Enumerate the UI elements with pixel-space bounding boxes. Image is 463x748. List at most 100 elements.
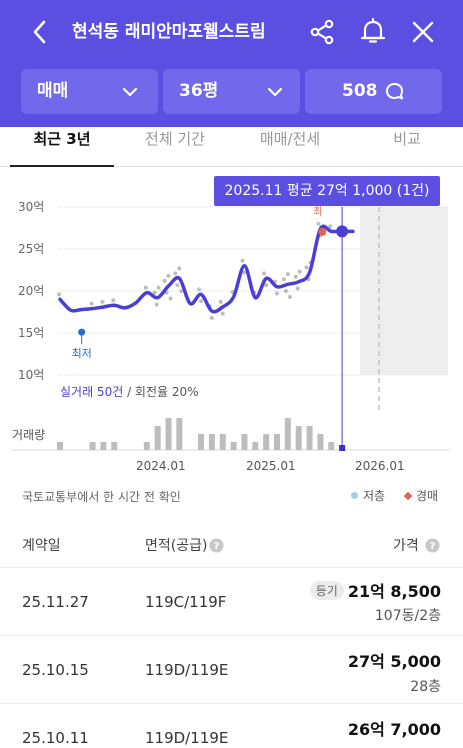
trade-dot [262, 271, 267, 276]
contract-date: 25.10.11 [22, 729, 89, 747]
volume-bar [57, 442, 63, 450]
volume-bar [143, 442, 150, 450]
trade-dot [166, 273, 171, 278]
area: 119D/119E [145, 729, 229, 747]
volume-bar [111, 442, 118, 450]
cursor-marker [339, 445, 346, 451]
max-label: 최 [313, 206, 322, 218]
help-icon[interactable]: ? [209, 538, 224, 553]
trade-dot [287, 294, 292, 299]
col-header-price: 가격? [393, 537, 440, 555]
volume-bar [176, 418, 183, 450]
volume-bar [284, 418, 291, 450]
trade-dot [199, 299, 204, 304]
low-floor-trade-dot [316, 221, 321, 226]
volume-bar [219, 434, 226, 450]
trade-dot [328, 224, 333, 229]
table-row[interactable]: 25.10.15 119D/119E 27억 5,000 28층 [0, 635, 463, 703]
bell-icon[interactable] [358, 16, 388, 46]
close-icon[interactable] [410, 18, 436, 46]
price-trend-line [58, 224, 355, 314]
volume-bar [306, 426, 313, 450]
registered-badge: 등기 [309, 581, 344, 600]
volume-bar [241, 434, 248, 450]
forecast-region [360, 207, 448, 375]
chat-bubble-icon [386, 83, 403, 100]
volume-bar [295, 426, 302, 450]
area: 119C/119F [145, 593, 227, 611]
area: 119D/119E [145, 661, 229, 679]
trade-dot [173, 271, 178, 276]
trade-count: 실거래 50건 [60, 385, 124, 399]
trade-dot [100, 299, 105, 304]
svg-text:?: ? [429, 541, 435, 552]
trade-dot [304, 265, 309, 270]
volume-bar [328, 442, 335, 450]
deal-type-label: 매매 [37, 81, 69, 101]
app-header: 현석동 래미안마포웰스트림 매매 36평 508 [0, 0, 463, 127]
trade-dot [209, 315, 214, 320]
trade-dot [242, 270, 247, 275]
turnover-rate: / 회전율 20% [123, 385, 199, 399]
trade-dot [156, 285, 161, 290]
trade-dot [281, 277, 286, 282]
trade-dot [143, 285, 148, 290]
trade-stats: 실거래 50건 / 회전율 20% [60, 383, 199, 400]
trade-dot [111, 298, 116, 303]
price-chart[interactable]: 30억 25억 20억 15억 10억 최 최저 [0, 168, 463, 513]
volume-bar [263, 434, 270, 450]
min-label: 최저 [72, 347, 92, 360]
trade-dot [154, 302, 159, 307]
period-tabs: 최근 3년 전체 기간 매매/전세 비교 [0, 127, 463, 167]
share-icon[interactable] [308, 18, 336, 46]
chevron-down-icon [267, 87, 283, 97]
table-row[interactable]: 25.10.11 119D/119E 26억 7,000 [0, 703, 463, 748]
volume-bar [154, 426, 161, 450]
tab-all-period[interactable]: 전체 기간 [145, 130, 205, 148]
legend-diamond-icon [403, 491, 413, 501]
y-tick-label: 30억 [18, 200, 44, 214]
legend-label: 경매 [416, 489, 439, 503]
deal-type-dropdown[interactable]: 매매 [21, 69, 158, 114]
page-title: 현석동 래미안마포웰스트림 [72, 22, 266, 42]
y-tick-label: 20억 [18, 284, 44, 298]
trade-dot [162, 278, 167, 283]
tab-compare[interactable]: 비교 [393, 130, 421, 148]
price-value: 21억 8,500 [347, 582, 441, 601]
unit-floor: 28층 [410, 679, 441, 695]
selected-point[interactable] [336, 225, 349, 238]
min-point [78, 328, 86, 336]
trade-dot [240, 258, 245, 263]
volume-label: 거래량 [12, 428, 46, 442]
trade-dot [168, 296, 173, 301]
col-header-area: 면적(공급)? [145, 537, 224, 555]
trade-dot [295, 286, 300, 291]
volume-bar [252, 442, 259, 450]
tab-sale-jeonse[interactable]: 매매/전세 [259, 130, 321, 148]
help-icon[interactable]: ? [425, 538, 440, 553]
volume-bar [230, 442, 237, 450]
max-point [318, 227, 327, 236]
legend-auction: 경매 [403, 487, 439, 504]
trade-dot [57, 292, 61, 297]
volume-bar [274, 434, 280, 450]
comments-button[interactable]: 508 [305, 69, 442, 114]
table-row[interactable]: 25.11.27 119C/119F 등기 21억 8,500 107동/2층 [0, 567, 463, 635]
back-arrow-icon[interactable] [28, 18, 52, 46]
trade-dot [179, 289, 184, 293]
trade-dot [297, 269, 302, 274]
x-tick-label: 2025.01 [246, 459, 296, 473]
y-tick-label: 10억 [18, 368, 44, 382]
chart-tooltip: 2025.11 평균 27억 1,000 (1건) [214, 176, 440, 206]
size-dropdown[interactable]: 36평 [163, 69, 300, 114]
unit-floor: 107동/2층 [374, 608, 441, 624]
svg-text:?: ? [214, 541, 220, 552]
trade-dot [283, 289, 288, 293]
data-source: 국토교통부에서 한 시간 전 확인 [22, 490, 181, 504]
size-label: 36평 [179, 81, 219, 101]
trade-dot [220, 311, 225, 316]
trade-dot [293, 274, 298, 279]
x-tick-label: 2024.01 [136, 459, 186, 473]
tab-recent-3y[interactable]: 최근 3년 [10, 127, 114, 167]
legend-low-floor: 저층 [351, 487, 385, 504]
